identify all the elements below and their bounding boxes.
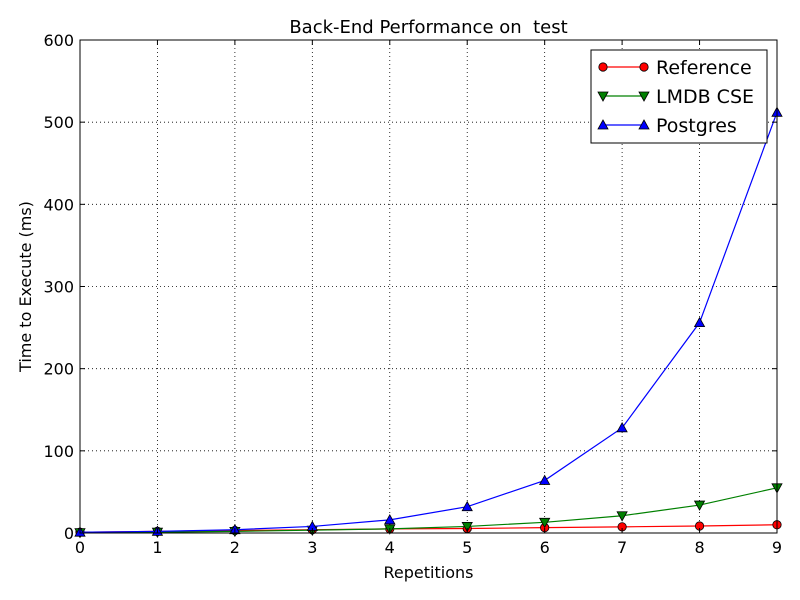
data-point-lmdb-cse bbox=[693, 500, 706, 511]
legend-label-postgres: Postgres bbox=[656, 115, 737, 137]
x-tick-label: 6 bbox=[540, 538, 550, 557]
x-tick-label: 9 bbox=[772, 538, 782, 557]
legend-label-reference: Reference bbox=[656, 57, 752, 79]
y-tick-label: 600 bbox=[43, 31, 74, 50]
y-tick-label: 500 bbox=[43, 113, 74, 132]
y-tick-label: 400 bbox=[43, 195, 74, 214]
legend-marker-postgres bbox=[597, 119, 609, 130]
x-tick-label: 3 bbox=[307, 538, 317, 557]
data-point-lmdb-cse bbox=[538, 517, 551, 529]
legend-marker-reference bbox=[639, 62, 649, 72]
series-line-postgres bbox=[79, 112, 778, 533]
y-tick-label: 300 bbox=[43, 278, 74, 297]
x-tick-label: 1 bbox=[152, 538, 162, 557]
series-layer bbox=[74, 106, 783, 539]
x-tick-label: 8 bbox=[694, 538, 704, 557]
y-axis-label: Time to Execute (ms) bbox=[16, 201, 35, 373]
data-point-postgres bbox=[538, 474, 551, 485]
y-tick-label: 100 bbox=[43, 442, 74, 461]
data-point-lmdb-cse bbox=[616, 511, 628, 522]
data-point-postgres bbox=[384, 514, 396, 525]
legend-marker-lmdb-cse bbox=[597, 91, 609, 102]
legend-marker-postgres bbox=[638, 119, 650, 130]
chart-title: Back-End Performance on test bbox=[289, 17, 567, 38]
legend: Reference LMDB CSE Postgres bbox=[590, 49, 768, 144]
data-point-postgres bbox=[616, 422, 628, 433]
x-tick-label: 0 bbox=[75, 538, 85, 557]
x-tick-label: 2 bbox=[230, 538, 240, 557]
x-axis-label: Repetitions bbox=[384, 563, 474, 582]
axis-ticks: 0 1 2 3 4 5 6 7 8 9 0 100 200 300 400 500 600 bbox=[43, 31, 782, 557]
data-point-postgres bbox=[693, 316, 706, 328]
series-line-lmdb-cse bbox=[79, 487, 778, 534]
y-tick-label: 200 bbox=[43, 360, 74, 379]
x-tick-label: 7 bbox=[617, 538, 627, 557]
x-tick-label: 5 bbox=[462, 538, 472, 557]
legend-marker-reference bbox=[598, 62, 608, 72]
legend-marker-lmdb-cse bbox=[638, 91, 650, 102]
data-point-postgres bbox=[461, 500, 473, 512]
data-point-lmdb-cse bbox=[461, 522, 473, 533]
x-tick-label: 4 bbox=[385, 538, 395, 557]
legend-label-lmdb-cse: LMDB CSE bbox=[656, 86, 754, 108]
y-tick-label: 0 bbox=[64, 524, 74, 543]
